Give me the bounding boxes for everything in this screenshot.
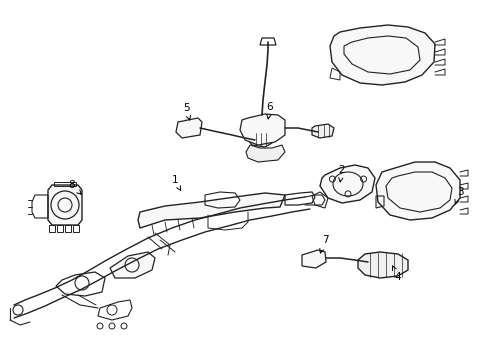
- Text: 3: 3: [454, 187, 462, 204]
- Polygon shape: [245, 145, 285, 162]
- Text: 8: 8: [68, 180, 81, 194]
- Polygon shape: [110, 252, 155, 278]
- Text: 1: 1: [171, 175, 180, 190]
- Text: 4: 4: [392, 266, 401, 282]
- Polygon shape: [302, 250, 325, 268]
- Polygon shape: [138, 193, 285, 228]
- Polygon shape: [319, 165, 374, 203]
- Polygon shape: [375, 162, 459, 220]
- Polygon shape: [247, 132, 271, 147]
- Text: 2: 2: [338, 165, 345, 182]
- Polygon shape: [357, 252, 407, 278]
- Polygon shape: [176, 118, 202, 138]
- Polygon shape: [311, 124, 333, 138]
- Text: 5: 5: [183, 103, 190, 120]
- Text: 6: 6: [266, 102, 273, 119]
- Text: 7: 7: [319, 235, 327, 253]
- Polygon shape: [240, 114, 285, 145]
- Polygon shape: [329, 25, 434, 85]
- Polygon shape: [48, 185, 82, 225]
